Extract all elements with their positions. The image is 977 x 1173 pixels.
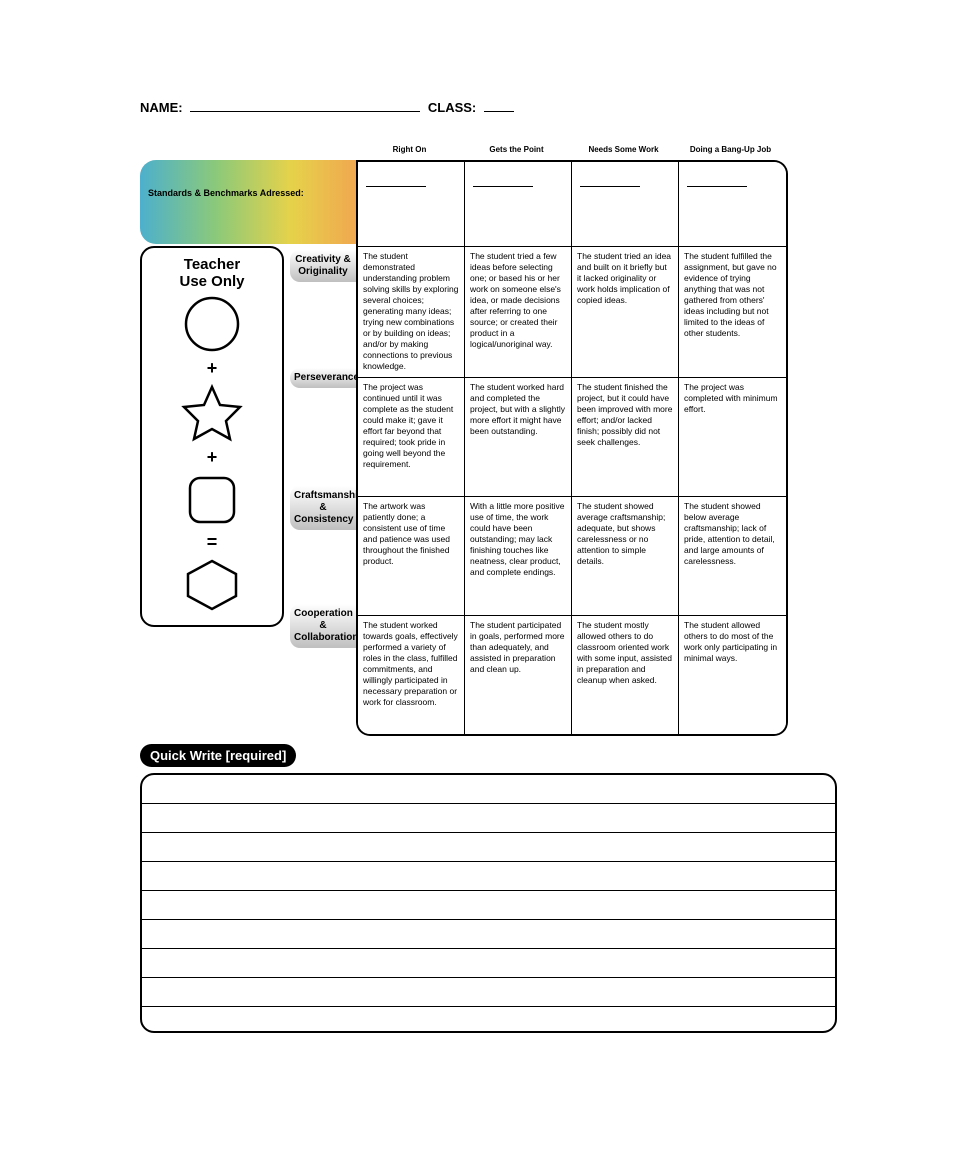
cell-1-0: The project was continued until it was c… (358, 378, 465, 496)
teacher-title-1: Teacher (148, 256, 276, 273)
writing-box[interactable] (140, 773, 837, 1033)
col-header-2: Needs Some Work (570, 145, 677, 154)
teacher-title-2: Use Only (148, 273, 276, 290)
main-region: Teacher Use Only + + = Creativity & Orig… (140, 246, 837, 736)
quick-write-label: Quick Write [required] (140, 744, 296, 767)
cell-3-2: The student mostly allowed others to do … (572, 616, 679, 734)
cell-3-1: The student participated in goals, perfo… (465, 616, 572, 734)
row-label-3: Cooperation & Collaboration (290, 604, 356, 648)
cell-1-3: The project was completed with minimum e… (679, 378, 786, 496)
rubric-row-2: The artwork was patiently done; a consis… (358, 497, 786, 616)
teacher-use-only-box: Teacher Use Only + + = (140, 246, 284, 627)
cell-3-3: The student allowed others to do most of… (679, 616, 786, 734)
column-headers: Right On Gets the Point Needs Some Work … (356, 145, 837, 154)
cell-1-2: The student finished the project, but it… (572, 378, 679, 496)
hexagon-icon (182, 557, 242, 613)
cell-2-2: The student showed average craftsmanship… (572, 497, 679, 615)
rubric-row-3: The student worked towards goals, effect… (358, 616, 786, 734)
writing-line (142, 949, 835, 978)
writing-line (142, 775, 835, 804)
cell-0-1: The student tried a few ideas before sel… (465, 247, 572, 377)
score-cell-0[interactable] (358, 162, 465, 246)
standards-label: Standards & Benchmarks Adressed: (148, 188, 304, 198)
row-labels: Creativity & Originality Perseverance Cr… (290, 246, 356, 736)
square-icon (184, 472, 240, 528)
class-blank[interactable] (484, 111, 514, 112)
cell-2-1: With a little more positive use of time,… (465, 497, 572, 615)
circle-icon (182, 294, 242, 354)
score-cell-1[interactable] (465, 162, 572, 246)
cell-0-2: The student tried an idea and built on i… (572, 247, 679, 377)
writing-line (142, 891, 835, 920)
header-fields: NAME: CLASS: (140, 100, 837, 115)
writing-line (142, 862, 835, 891)
cell-2-3: The student showed below average craftsm… (679, 497, 786, 615)
equals-icon: = (148, 532, 276, 553)
rubric-grid: The student demonstrated understanding p… (356, 246, 788, 736)
writing-line (142, 833, 835, 862)
cell-0-3: The student fulfilled the assignment, bu… (679, 247, 786, 377)
score-row (356, 160, 788, 246)
plus-icon-2: + (148, 447, 276, 468)
name-blank[interactable] (190, 111, 420, 112)
plus-icon-1: + (148, 358, 276, 379)
cell-1-1: The student worked hard and completed th… (465, 378, 572, 496)
name-label: NAME: (140, 100, 183, 115)
row-label-1: Perseverance (290, 368, 356, 388)
rubric-row-0: The student demonstrated understanding p… (358, 247, 786, 378)
left-panel: Teacher Use Only + + = (140, 246, 290, 736)
row-label-2: Craftsmanship & Consistency (290, 486, 356, 530)
cell-2-0: The artwork was patiently done; a consis… (358, 497, 465, 615)
col-header-3: Doing a Bang-Up Job (677, 145, 784, 154)
cell-3-0: The student worked towards goals, effect… (358, 616, 465, 734)
standards-row: Standards & Benchmarks Adressed: (140, 160, 837, 246)
writing-line (142, 920, 835, 949)
star-icon (180, 383, 244, 443)
cell-0-0: The student demonstrated understanding p… (358, 247, 465, 377)
writing-line (142, 804, 835, 833)
row-label-0: Creativity & Originality (290, 250, 356, 282)
writing-line (142, 978, 835, 1007)
col-header-1: Gets the Point (463, 145, 570, 154)
score-cell-3[interactable] (679, 162, 786, 246)
col-header-0: Right On (356, 145, 463, 154)
class-label: CLASS: (428, 100, 476, 115)
rubric-row-1: The project was continued until it was c… (358, 378, 786, 497)
score-cell-2[interactable] (572, 162, 679, 246)
standards-box: Standards & Benchmarks Adressed: (140, 160, 356, 244)
